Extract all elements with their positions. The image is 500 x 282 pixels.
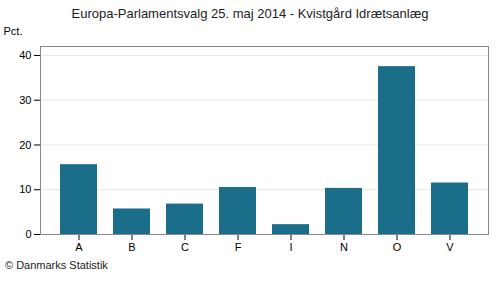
svg-text:F: F: [235, 241, 242, 253]
svg-text:N: N: [340, 241, 348, 253]
svg-text:B: B: [128, 241, 135, 253]
html-text:Europa-Parlamentsvalg 25. maj: Europa-Parlamentsvalg 25. maj 2014 - Kvi…: [71, 6, 429, 21]
svg-text:C: C: [181, 241, 189, 253]
svg-text:Pct.: Pct.: [4, 25, 23, 37]
svg-text:O: O: [393, 241, 402, 253]
svg-text:40: 40: [19, 49, 31, 61]
svg-text:V: V: [446, 241, 454, 253]
svg-text:A: A: [75, 241, 83, 253]
svg-text:10: 10: [19, 183, 31, 195]
svg-text:20: 20: [19, 138, 31, 150]
svg-text:I: I: [289, 241, 292, 253]
html-text:© Danmarks Statistik: © Danmarks Statistik: [5, 259, 108, 271]
svg-text:0: 0: [25, 228, 31, 240]
svg-text:30: 30: [19, 94, 31, 106]
